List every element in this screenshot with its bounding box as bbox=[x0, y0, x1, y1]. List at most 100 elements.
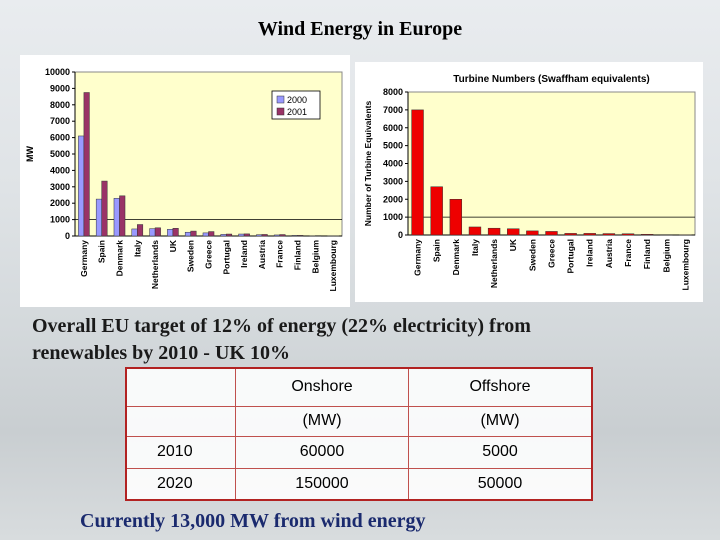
category-label: Netherlands bbox=[489, 239, 499, 288]
y-axis-label: Number of Turbine Equivalents bbox=[363, 100, 373, 226]
bar bbox=[430, 186, 443, 236]
y-tick-label: 7000 bbox=[383, 105, 403, 115]
bar bbox=[202, 232, 209, 237]
category-label: Italy bbox=[132, 240, 142, 257]
eu-target-text: Overall EU target of 12% of energy (22% … bbox=[32, 313, 672, 367]
bar bbox=[297, 235, 304, 237]
onshore-value: 60000 bbox=[235, 435, 409, 469]
onshore-unit: (MW) bbox=[235, 405, 409, 437]
eu-target-line-2: renewables by 2010 - UK 10% bbox=[32, 342, 290, 364]
table-row: 2010 60000 5000 bbox=[125, 435, 593, 469]
y-tick-label: 8000 bbox=[50, 100, 70, 110]
bar bbox=[602, 233, 616, 236]
offshore-value: 50000 bbox=[408, 467, 593, 501]
y-tick-label: 1000 bbox=[50, 215, 70, 225]
onshore-value: 150000 bbox=[235, 467, 409, 501]
category-label: Denmark bbox=[451, 239, 461, 276]
onshore-header: Onshore bbox=[235, 367, 409, 407]
category-label: Greece bbox=[546, 239, 556, 268]
mw-chart-panel: 0 1000 2000 3000 4000 5000 6000 7000 8000 9000 100… bbox=[20, 55, 350, 307]
offshore-unit: (MW) bbox=[408, 405, 593, 437]
legend-swatch bbox=[276, 107, 285, 116]
legend-box bbox=[271, 90, 321, 120]
category-label: Spain bbox=[432, 239, 442, 262]
bar bbox=[583, 233, 596, 236]
bar bbox=[95, 198, 102, 237]
y-tick-label: 6000 bbox=[383, 123, 403, 133]
y-tick-label: 0 bbox=[65, 231, 70, 241]
category-label: Netherlands bbox=[150, 240, 160, 289]
bar bbox=[226, 233, 233, 237]
bar bbox=[220, 234, 227, 237]
bar bbox=[449, 199, 463, 236]
table-unit-row: (MW) (MW) bbox=[125, 405, 593, 437]
category-label: Luxembourg bbox=[680, 239, 690, 290]
bar bbox=[545, 231, 558, 236]
bar bbox=[184, 231, 191, 237]
table-header-row: Onshore Offshore bbox=[125, 367, 593, 407]
y-tick-label: 3000 bbox=[383, 176, 403, 186]
bar bbox=[243, 233, 250, 237]
bar bbox=[238, 233, 245, 237]
y-tick-label: 3000 bbox=[50, 182, 70, 192]
table-row: 2020 150000 50000 bbox=[125, 467, 593, 501]
bar bbox=[291, 235, 298, 237]
targets-table: Onshore Offshore (MW) (MW) 2010 60000 50… bbox=[125, 367, 593, 501]
y-tick-label: 4000 bbox=[383, 159, 403, 169]
bar bbox=[149, 228, 156, 237]
category-label: Belgium bbox=[661, 239, 671, 273]
category-label: Sweden bbox=[186, 240, 196, 272]
slide-title: Wind Energy in Europe bbox=[257, 18, 463, 40]
y-tick-label: 5000 bbox=[383, 141, 403, 151]
legend-swatch bbox=[276, 95, 285, 104]
category-label: Austria bbox=[257, 240, 267, 270]
category-label: Portugal bbox=[221, 240, 231, 274]
bar bbox=[468, 226, 482, 236]
bar bbox=[208, 231, 215, 237]
mw-bar-chart: 0 1000 2000 3000 4000 5000 6000 7000 8000 9000 100… bbox=[25, 67, 343, 291]
offshore-value: 5000 bbox=[408, 435, 593, 469]
year-cell: 2020 bbox=[125, 467, 236, 501]
category-label: France bbox=[275, 240, 285, 268]
y-tick-label: 2000 bbox=[50, 198, 70, 208]
bar bbox=[564, 233, 577, 236]
bar bbox=[261, 234, 268, 237]
bar bbox=[487, 227, 501, 236]
bar bbox=[526, 230, 539, 236]
offshore-header: Offshore bbox=[408, 367, 593, 407]
category-label: Finland bbox=[642, 239, 652, 269]
category-label: Belgium bbox=[310, 240, 320, 274]
bar bbox=[507, 228, 520, 236]
bar bbox=[190, 230, 197, 237]
y-tick-label: 5000 bbox=[50, 149, 70, 159]
bar bbox=[137, 224, 144, 237]
turbine-chart-panel: Turbine Numbers (Swaffham equivalents) 0 1… bbox=[355, 62, 703, 302]
y-tick-label: 4000 bbox=[50, 165, 70, 175]
table-corner-cell bbox=[125, 367, 236, 407]
bar bbox=[78, 135, 85, 237]
category-label: Ireland bbox=[239, 240, 249, 268]
bar bbox=[640, 234, 654, 236]
table-unit-corner bbox=[125, 405, 236, 437]
bar bbox=[172, 228, 179, 237]
y-tick-label: 1000 bbox=[383, 212, 403, 222]
bar bbox=[113, 198, 120, 237]
category-label: Denmark bbox=[114, 240, 124, 277]
y-axis-label: MW bbox=[25, 146, 35, 162]
bar bbox=[83, 92, 90, 237]
bar bbox=[167, 229, 174, 237]
bar bbox=[154, 227, 161, 237]
legend-label: 2001 bbox=[287, 107, 307, 117]
year-cell: 2010 bbox=[125, 435, 236, 469]
bar bbox=[119, 195, 126, 237]
legend-label: 2000 bbox=[287, 95, 307, 105]
bar bbox=[101, 180, 108, 237]
y-tick-label: 9000 bbox=[50, 83, 70, 93]
category-label: Finland bbox=[292, 240, 302, 270]
bar bbox=[279, 234, 286, 237]
y-tick-label: 10000 bbox=[45, 67, 70, 77]
chart-title: Turbine Numbers (Swaffham equivalents) bbox=[453, 74, 650, 85]
y-tick-label: 0 bbox=[398, 230, 403, 240]
bar bbox=[411, 109, 424, 236]
category-label: Germany bbox=[79, 240, 89, 277]
